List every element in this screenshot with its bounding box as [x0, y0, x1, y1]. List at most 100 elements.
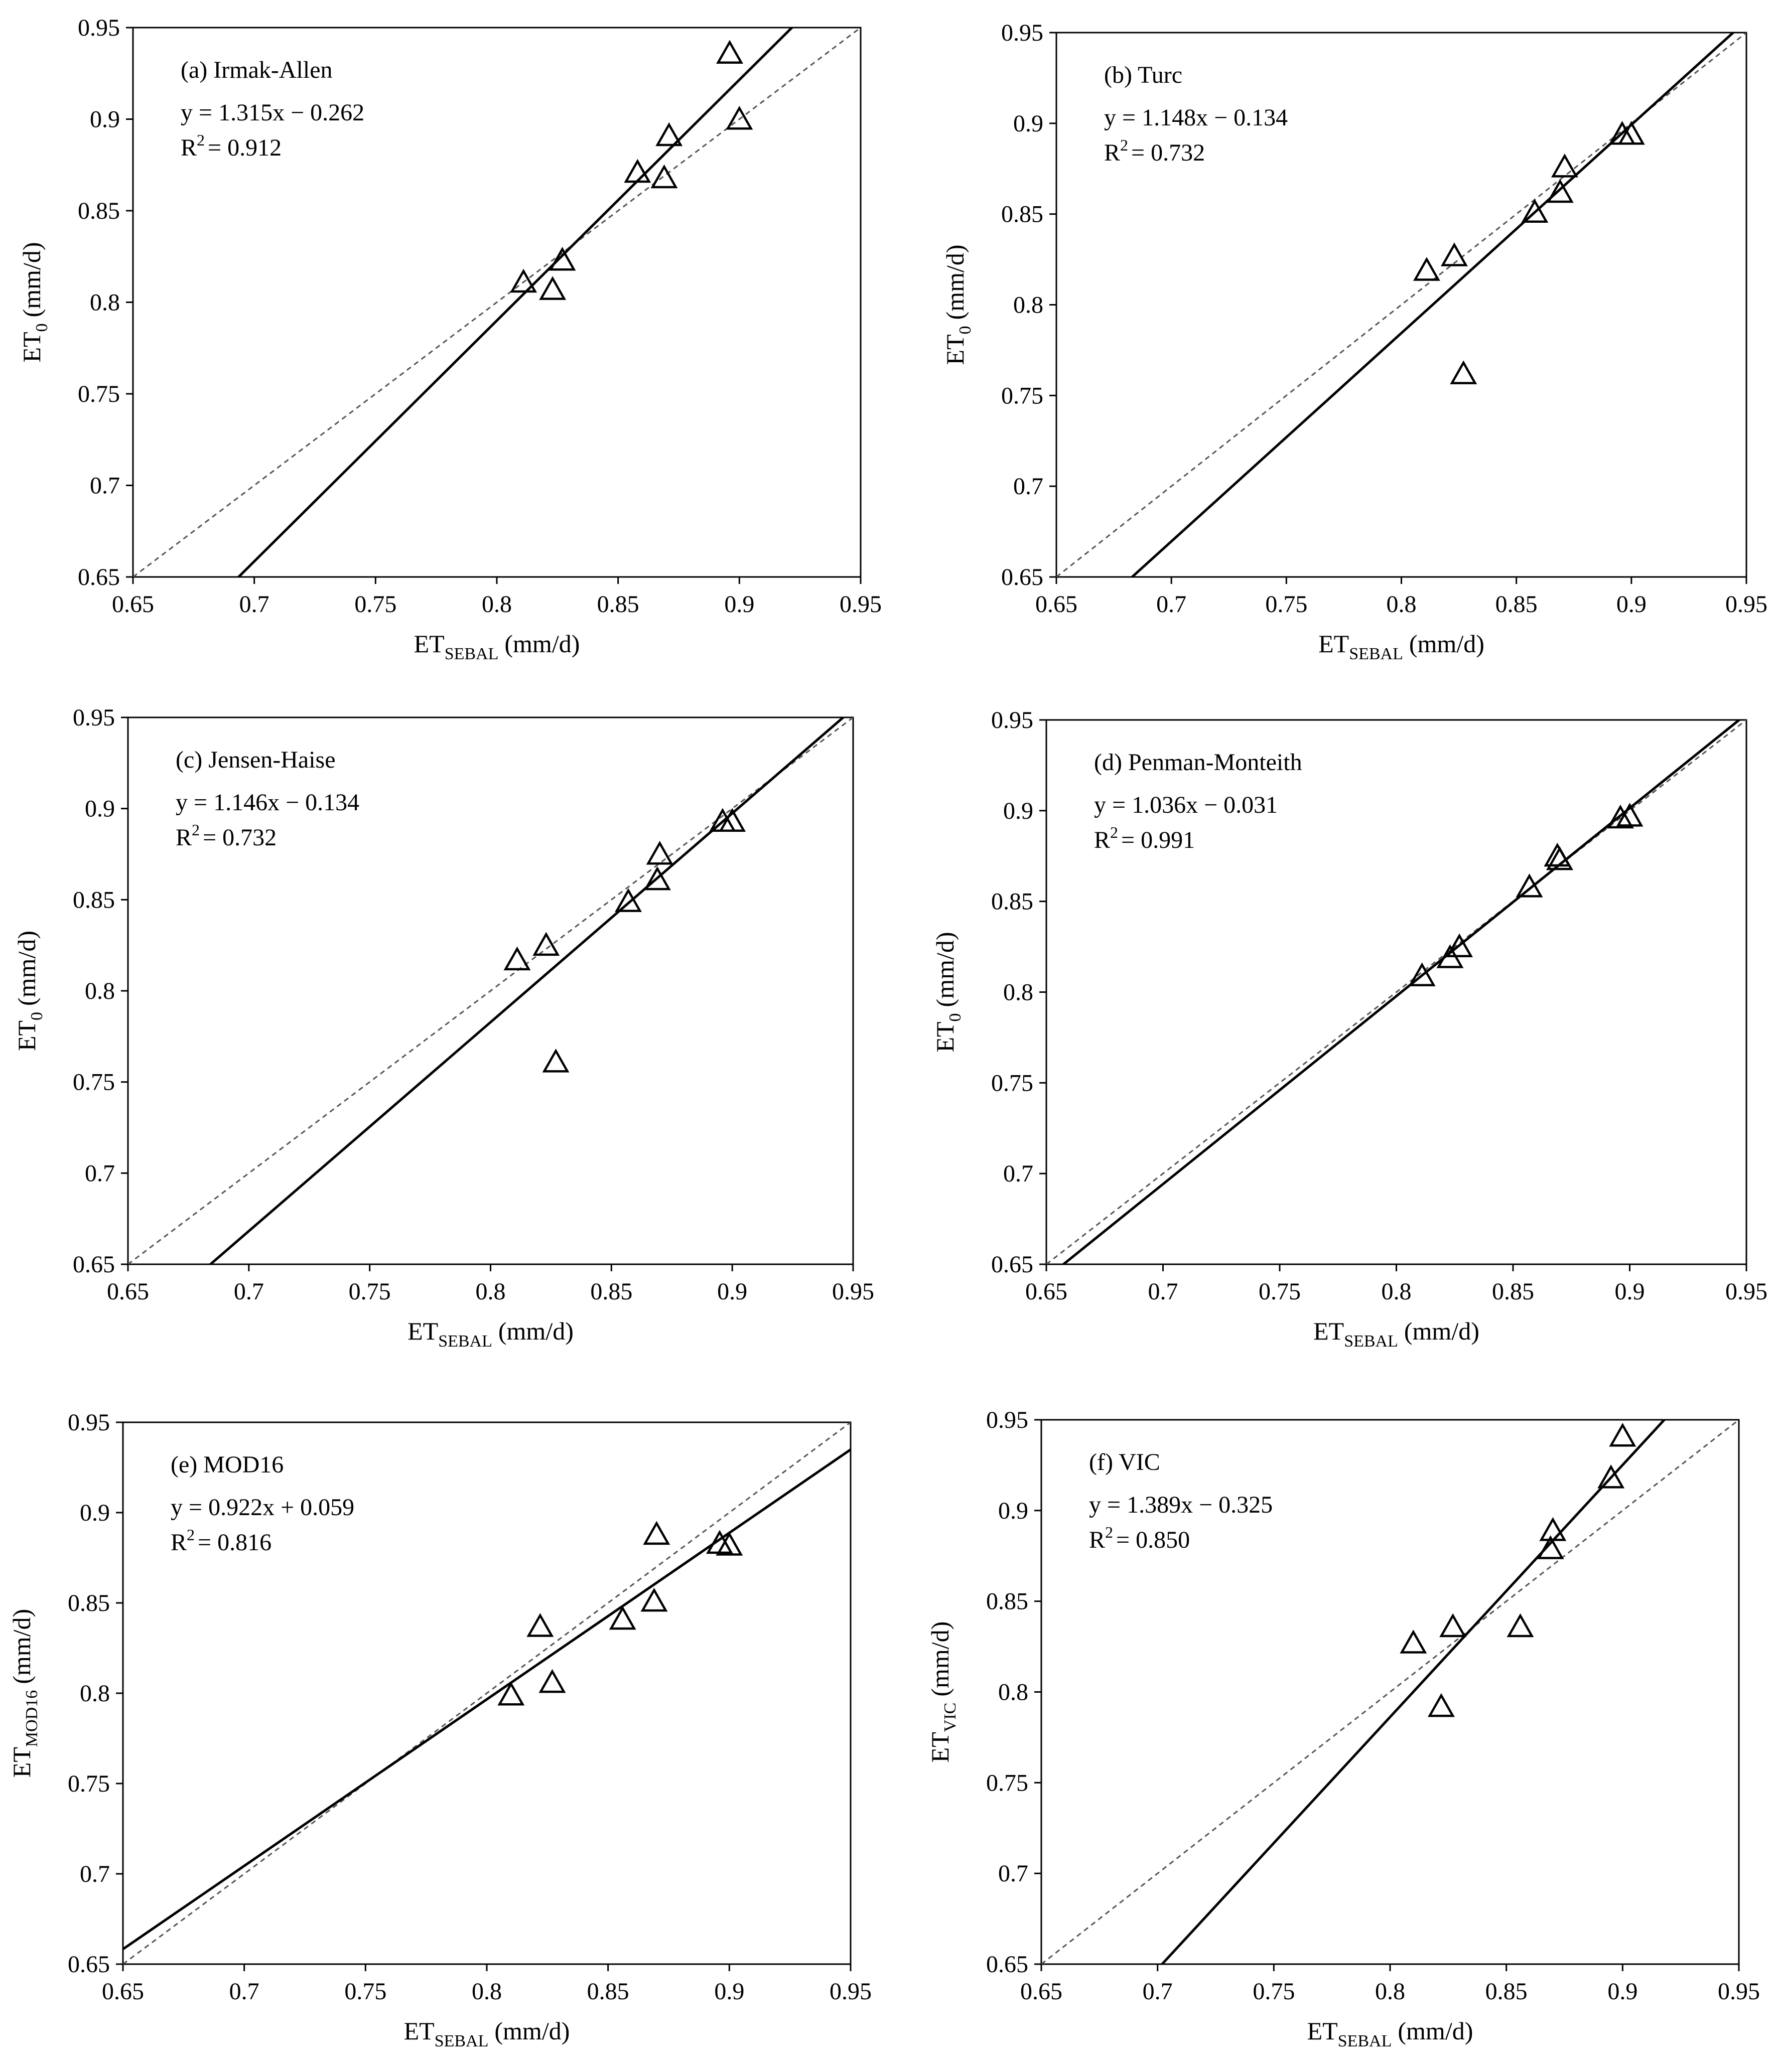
y-tick-label: 0.9 — [85, 796, 115, 822]
y-tick-label: 0.7 — [1003, 1160, 1033, 1187]
x-tick-label: 0.65 — [1025, 1278, 1067, 1305]
x-tick-label: 0.65 — [112, 591, 154, 618]
data-point — [542, 1049, 570, 1073]
data-point — [1440, 242, 1468, 266]
data-point — [624, 159, 651, 183]
r-squared: R2 = 0.732 — [1104, 136, 1205, 166]
x-tick-label: 0.9 — [1615, 1278, 1645, 1305]
data-point — [510, 268, 537, 293]
panel-title: (e) MOD16 — [171, 1451, 284, 1478]
y-tick-label: 0.8 — [80, 1680, 110, 1707]
data-point — [497, 1682, 525, 1706]
x-tick-label: 0.7 — [239, 591, 269, 618]
y-tick-label: 0.95 — [986, 1407, 1028, 1433]
y-tick-label: 0.7 — [80, 1861, 110, 1887]
y-tick-label: 0.8 — [998, 1679, 1028, 1706]
y-tick-label: 0.9 — [998, 1498, 1028, 1524]
y-tick-label: 0.95 — [991, 707, 1033, 733]
y-tick-label: 0.75 — [78, 381, 120, 407]
y-tick-label: 0.85 — [986, 1588, 1028, 1615]
x-tick-label: 0.75 — [1253, 1978, 1295, 2005]
one-to-one-line — [1041, 1420, 1739, 1964]
x-tick-label: 0.95 — [1725, 591, 1767, 618]
x-tick-label: 0.95 — [840, 591, 882, 618]
x-tick-label: 0.95 — [1725, 1278, 1767, 1305]
data-point — [716, 1532, 743, 1556]
y-tick-label: 0.65 — [73, 1251, 115, 1278]
regression-equation: y = 1.315x − 0.262 — [181, 99, 364, 126]
y-tick-label: 0.7 — [85, 1160, 115, 1187]
one-to-one-line — [123, 1422, 851, 1964]
data-point — [650, 164, 678, 189]
y-tick-label: 0.75 — [73, 1069, 115, 1096]
x-tick-label: 0.7 — [1148, 1278, 1178, 1305]
x-tick-label: 0.65 — [1035, 591, 1077, 618]
data-point — [609, 1605, 636, 1630]
y-tick-label: 0.75 — [991, 1070, 1033, 1096]
data-point — [532, 932, 560, 956]
chart-panel-b: 0.650.65 0.7 0.7 0.75 0.75 0.8 0.8 0.85 0.85 0.9 0… — [941, 20, 1767, 663]
y-tick-label: 0.85 — [68, 1590, 110, 1616]
x-tick-label: 0.75 — [344, 1978, 386, 2005]
r-squared: R2 = 0.732 — [176, 821, 277, 851]
y-tick-label: 0.8 — [85, 978, 115, 1004]
y-tick-label: 0.95 — [68, 1409, 110, 1436]
panel-title: (c) Jensen-Haise — [176, 747, 336, 773]
r-squared: R2 = 0.991 — [1094, 823, 1195, 853]
x-tick-label: 0.85 — [1495, 591, 1538, 618]
data-point — [719, 808, 746, 832]
panel-title: (f) VIC — [1089, 1449, 1160, 1475]
regression-equation: y = 1.146x − 0.134 — [176, 789, 359, 816]
x-tick-label: 0.7 — [229, 1978, 259, 2005]
data-point — [615, 888, 642, 912]
x-tick-label: 0.9 — [1607, 1978, 1637, 2005]
y-tick-label: 0.65 — [991, 1251, 1033, 1278]
data-point — [716, 40, 743, 64]
x-axis-label: ETSEBAL (mm/d) — [1318, 630, 1484, 663]
y-tick-label: 0.75 — [986, 1769, 1028, 1796]
x-tick-label: 0.75 — [1265, 591, 1307, 618]
data-point — [1507, 1613, 1534, 1638]
regression-equation: y = 0.922x + 0.059 — [171, 1494, 354, 1521]
x-tick-label: 0.8 — [1375, 1978, 1405, 2005]
data-point — [640, 1587, 668, 1612]
y-tick-label: 0.85 — [1001, 201, 1043, 228]
y-tick-label: 0.85 — [78, 198, 120, 224]
data-point — [1617, 120, 1645, 145]
y-tick-label: 0.65 — [1001, 564, 1043, 590]
r-squared: R2 = 0.912 — [181, 131, 282, 161]
one-to-one-line — [1046, 720, 1746, 1264]
data-point — [726, 105, 753, 130]
data-point — [503, 946, 531, 971]
x-tick-label: 0.85 — [1492, 1278, 1534, 1305]
data-point — [1539, 1517, 1567, 1541]
x-tick-label: 0.65 — [107, 1278, 149, 1305]
x-tick-label: 0.7 — [234, 1278, 264, 1305]
x-tick-label: 0.8 — [1382, 1278, 1412, 1305]
y-tick-label: 0.9 — [80, 1500, 110, 1526]
panel-title: (a) Irmak-Allen — [181, 57, 333, 83]
data-point — [549, 246, 576, 271]
data-point — [1609, 1422, 1636, 1447]
y-tick-label: 0.9 — [1003, 798, 1033, 824]
data-point — [1546, 179, 1574, 203]
y-tick-label: 0.7 — [1013, 473, 1043, 500]
chart-panel-c: 0.650.65 0.7 0.7 0.75 0.75 0.8 0.8 0.85 0.85 0.9 0… — [13, 704, 874, 1351]
data-point — [1616, 803, 1644, 827]
data-point — [1521, 199, 1549, 223]
data-point — [1439, 1613, 1467, 1638]
x-tick-label: 0.85 — [587, 1978, 629, 2005]
data-point — [1551, 154, 1578, 178]
x-tick-label: 0.75 — [1259, 1278, 1301, 1305]
y-tick-label: 0.9 — [90, 106, 120, 133]
regression-equation: y = 1.148x − 0.134 — [1104, 104, 1288, 131]
x-axis-label: ETSEBAL (mm/d) — [1313, 1317, 1479, 1351]
data-point — [1606, 804, 1634, 829]
x-tick-label: 0.95 — [832, 1278, 874, 1305]
data-point — [1400, 1630, 1427, 1654]
x-tick-label: 0.9 — [1616, 591, 1647, 618]
chart-panel-f: 0.650.65 0.7 0.7 0.75 0.75 0.8 0.8 0.85 0.85 0.9 0… — [926, 1407, 1760, 2050]
y-axis-label: ET0(mm/d) — [13, 931, 46, 1051]
x-tick-label: 0.8 — [1387, 591, 1417, 618]
